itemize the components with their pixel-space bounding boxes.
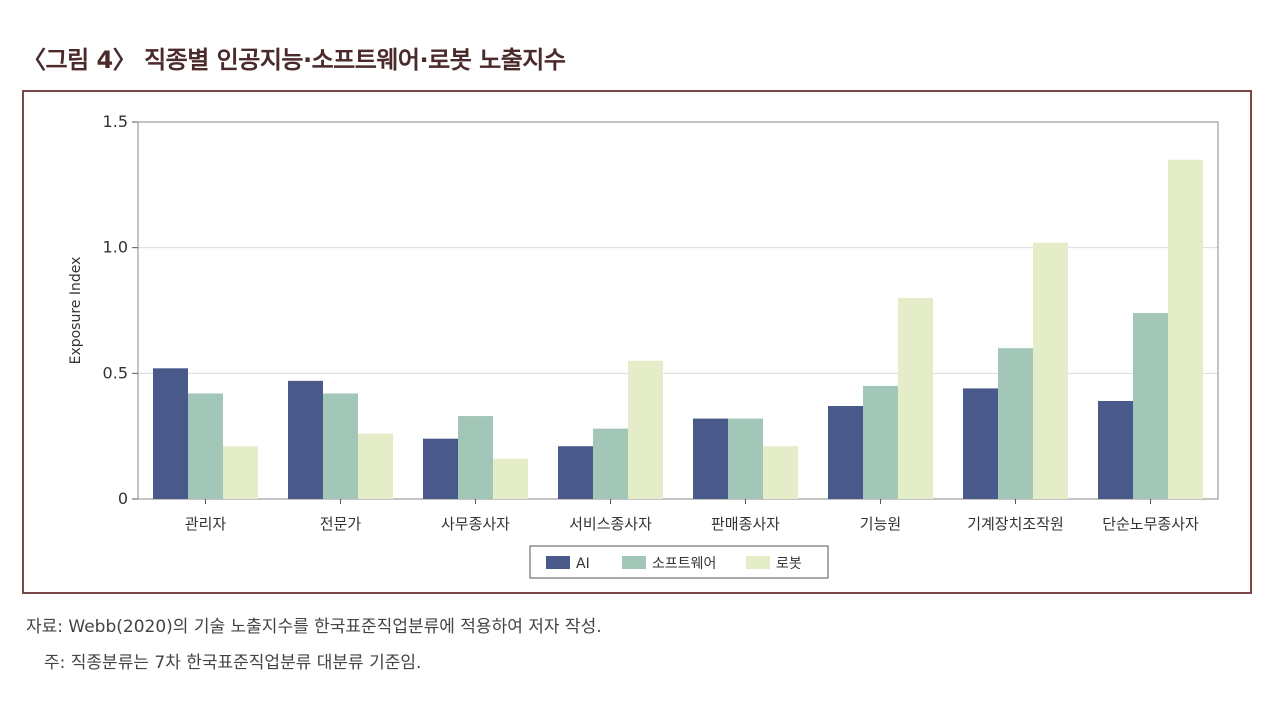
y-tick-label: 0 xyxy=(118,489,128,508)
legend-label: AI xyxy=(576,556,590,572)
x-tick-label: 사무종사자 xyxy=(441,515,510,533)
legend-swatch xyxy=(746,556,770,569)
bar xyxy=(323,393,358,499)
bar xyxy=(963,388,998,499)
bar xyxy=(828,406,863,499)
x-tick-label: 기능원 xyxy=(860,515,901,533)
x-tick-label: 판매종사자 xyxy=(711,515,780,533)
bar xyxy=(898,297,933,499)
bar xyxy=(223,446,258,499)
bar xyxy=(288,380,323,499)
bar xyxy=(1033,242,1068,499)
legend-swatch xyxy=(546,556,570,569)
y-axis-title: Exposure Index xyxy=(68,257,84,365)
legend-label: 소프트웨어 xyxy=(652,556,716,572)
bar xyxy=(728,418,763,499)
figure-title: 〈그림 4〉 직종별 인공지능·소프트웨어·로봇 노출지수 xyxy=(22,46,566,74)
footnote: 주: 직종분류는 7차 한국표준직업분류 대분류 기준임. xyxy=(44,653,422,673)
bar xyxy=(1168,159,1203,499)
category-labels: 관리자 전문가 사무종사자 서비스종사자 판매종사자 기능원 기계장치조작원 단순노무종사자 xyxy=(185,515,1199,533)
bar xyxy=(998,348,1033,499)
bar xyxy=(593,428,628,499)
bar xyxy=(558,446,593,499)
bar xyxy=(358,433,393,499)
legend-box xyxy=(529,545,829,579)
bar xyxy=(423,438,458,499)
x-tick-label: 전문가 xyxy=(320,515,362,533)
y-tick-label: 0.5 xyxy=(103,363,128,382)
bar-chart: 0 0.5 1.0 1.5 Exposure Index 관리자 전문가 사무종사자 서비스종… xyxy=(68,112,1219,579)
chart-frame: 0 0.5 1.0 1.5 Exposure Index 관리자 전문가 사무종사자 서비스종… xyxy=(22,90,1252,594)
source-note: 자료: Webb(2020)의 기술 노출지수를 한국표준직업분류에 적용하여 … xyxy=(26,617,602,637)
y-tick-label: 1.0 xyxy=(103,238,128,257)
bar xyxy=(1133,313,1168,499)
bars xyxy=(153,159,1203,499)
y-tick-label: 1.5 xyxy=(103,112,128,131)
plot-area xyxy=(137,121,1219,500)
axes: 0 0.5 1.0 1.5 Exposure Index xyxy=(68,112,1219,508)
legend-swatch xyxy=(622,556,646,569)
bar xyxy=(1098,400,1133,499)
bar xyxy=(863,385,898,499)
x-tick-label: 관리자 xyxy=(185,515,227,533)
bar xyxy=(693,418,728,499)
legend-label: 로봇 xyxy=(776,556,802,572)
bar xyxy=(153,368,188,499)
x-tick-label: 기계장치조작원 xyxy=(967,515,1064,533)
bar xyxy=(458,416,493,499)
legend: AI 소프트웨어 로봇 xyxy=(529,545,829,579)
bar xyxy=(188,393,223,499)
bar xyxy=(628,360,663,499)
bar xyxy=(763,446,798,499)
bar xyxy=(493,458,528,499)
x-tick-label: 단순노무종사자 xyxy=(1102,515,1199,533)
x-tick-label: 서비스종사자 xyxy=(569,515,652,533)
